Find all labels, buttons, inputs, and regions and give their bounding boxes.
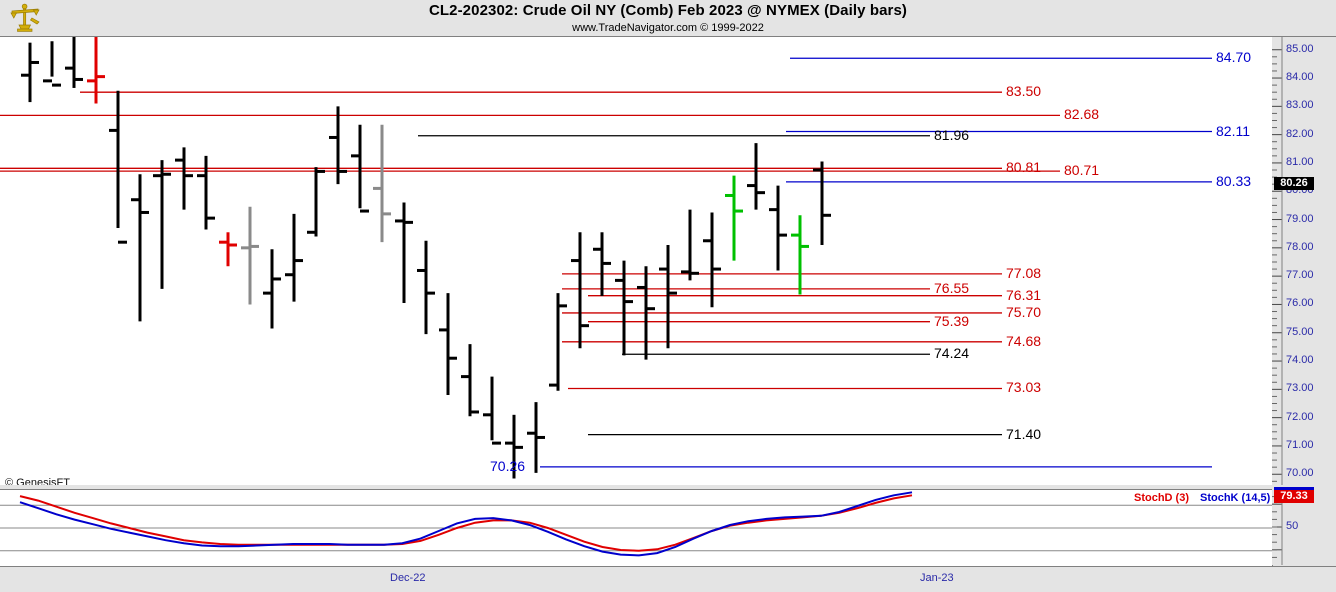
ohlc-bar	[417, 240, 435, 335]
ohlc-bar	[351, 124, 369, 213]
ohlc-bar	[241, 206, 259, 305]
ohlc-bar	[21, 42, 39, 103]
chart-subtitle: www.TradeNavigator.com © 1999-2022	[572, 22, 764, 34]
ohlc-bar	[329, 106, 347, 185]
ohlc-bar	[725, 175, 743, 261]
scales-logo-icon	[8, 2, 42, 34]
watermark-genesisft: © GenesisFT	[5, 477, 70, 485]
ohlc-bar	[571, 232, 589, 349]
ohlc-bar	[791, 215, 809, 295]
stochastic-indicator-panel[interactable]: StochD (3) StochK (14,5)	[0, 489, 1273, 567]
time-axis-label: Dec-22	[390, 572, 426, 584]
ohlc-bar	[527, 402, 545, 473]
price-level-label: 73.03	[1006, 379, 1042, 396]
price-level-label: 81.96	[934, 126, 970, 143]
price-level-label: 76.31	[1006, 286, 1042, 303]
stochastic-value-bar	[1274, 487, 1314, 490]
ohlc-bar	[483, 376, 501, 445]
stochastic-value-tag: 79.33	[1274, 490, 1314, 503]
ohlc-bar	[175, 147, 193, 210]
price-level-label: 76.55	[934, 279, 970, 296]
price-level-label: 71.40	[1006, 425, 1042, 442]
price-level-label: 77.08	[1006, 264, 1042, 281]
ohlc-bar	[43, 41, 61, 87]
price-axis-tick-label: 73.00	[1286, 382, 1314, 395]
price-bars-canvas	[0, 37, 1212, 479]
price-axis-tick-label: 76.00	[1286, 297, 1314, 310]
price-level-label: 75.39	[934, 312, 970, 329]
ohlc-bar	[813, 161, 831, 246]
legend-stochd[interactable]: StochD (3)	[1134, 492, 1189, 504]
price-level-label: 82.68	[1064, 106, 1100, 123]
price-axis-tick-label: 79.00	[1286, 212, 1314, 225]
indicator-series-stochk	[19, 491, 913, 557]
chart-header: CL2-202302: Crude Oil NY (Comb) Feb 2023…	[0, 0, 1336, 36]
ohlc-bar	[131, 174, 149, 322]
ohlc-bar	[285, 213, 303, 302]
page-title: CL2-202302: Crude Oil NY (Comb) Feb 2023…	[428, 2, 908, 19]
ohlc-bar	[461, 344, 479, 417]
ohlc-bar	[505, 414, 523, 479]
price-level-label: 84.70	[1216, 49, 1252, 66]
price-axis-tick-label: 83.00	[1286, 99, 1314, 112]
price-axis-tick-label: 81.00	[1286, 155, 1314, 168]
price-axis-tick-label: 72.00	[1286, 410, 1314, 423]
price-axis-tick-label: 77.00	[1286, 269, 1314, 282]
ohlc-bar	[703, 212, 721, 308]
price-axis-tick-label: 78.00	[1286, 240, 1314, 253]
ohlc-bar	[593, 232, 611, 296]
ohlc-bar	[747, 143, 765, 210]
ohlc-bar	[109, 90, 127, 244]
ohlc-bar	[263, 249, 281, 329]
ohlc-bar	[65, 37, 83, 88]
price-level-label: 70.26	[490, 457, 526, 474]
price-level-label: 75.70	[1006, 303, 1042, 320]
price-axis-tick-label: 84.00	[1286, 71, 1314, 84]
price-chart-panel[interactable]: 84.70 83.50 82.68 82.11 81.96 80.81 80.71 80.33…	[0, 36, 1273, 485]
ohlc-bar	[87, 37, 105, 104]
ohlc-bar	[197, 155, 215, 230]
price-axis[interactable]: 85.00 84.00 83.00 82.00 81.00 80.00 79.00 78.00…	[1272, 36, 1336, 485]
price-level-label: 80.33	[1216, 172, 1252, 189]
ohlc-bar	[615, 260, 633, 356]
ohlc-bar	[219, 232, 237, 267]
time-axis[interactable]: Dec-22 Jan-23	[0, 566, 1336, 592]
current-price-tag: 80.26	[1274, 176, 1314, 190]
ohlc-bar	[395, 202, 413, 304]
indicator-axis-tick-label: 50	[1286, 520, 1299, 532]
ohlc-bar	[659, 245, 677, 349]
price-level-label: 74.68	[1006, 332, 1042, 349]
ohlc-bar	[637, 266, 655, 360]
price-axis-tick-label: 75.00	[1286, 325, 1314, 338]
price-level-label: 83.50	[1006, 83, 1042, 100]
ohlc-bar	[681, 209, 699, 281]
price-axis-ticks	[1272, 37, 1283, 485]
price-level-label: 80.71	[1064, 162, 1100, 179]
price-axis-tick-label: 71.00	[1286, 438, 1314, 451]
price-axis-tick-label: 85.00	[1286, 42, 1314, 55]
ohlc-bar	[307, 167, 325, 237]
ohlc-bar	[769, 185, 787, 271]
price-level-label: 74.24	[934, 345, 970, 362]
legend-stochk[interactable]: StochK (14,5)	[1200, 492, 1271, 504]
ohlc-bar	[439, 293, 457, 396]
price-axis-tick-label: 82.00	[1286, 127, 1314, 140]
ohlc-bar	[549, 293, 567, 391]
price-axis-tick-label: 70.00	[1286, 467, 1314, 480]
price-level-label: 80.81	[1006, 159, 1042, 176]
price-axis-tick-label: 74.00	[1286, 354, 1314, 367]
indicator-series-stochd	[19, 494, 913, 552]
ohlc-bar	[373, 124, 391, 243]
ohlc-bar	[153, 160, 171, 289]
price-level-label: 82.11	[1216, 122, 1250, 139]
time-axis-label: Jan-23	[920, 572, 954, 584]
stochastic-curves-canvas	[0, 491, 1272, 557]
